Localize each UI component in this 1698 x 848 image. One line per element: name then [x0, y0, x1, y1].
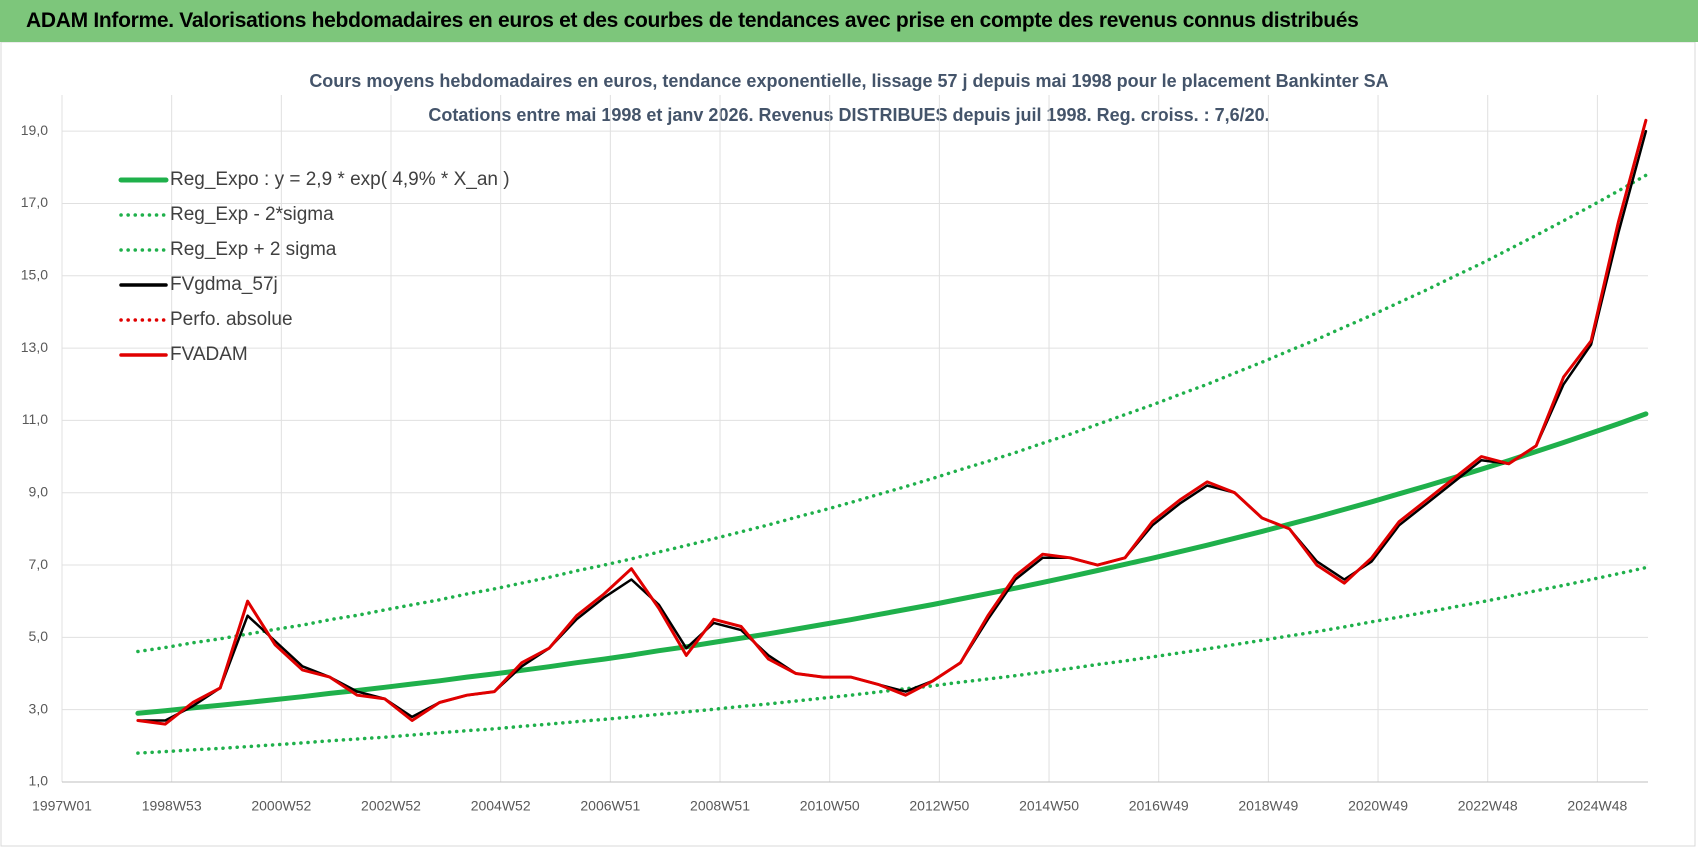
x-tick-label: 2012W50	[909, 798, 969, 814]
y-tick-label: 19,0	[21, 122, 48, 138]
legend-label: FVgdma_57j	[170, 274, 278, 295]
x-tick-label: 2000W52	[251, 798, 311, 814]
y-tick-label: 3,0	[29, 700, 49, 716]
x-tick-label: 2008W51	[690, 798, 750, 814]
legend-label: Reg_Expo : y = 2,9 * exp( 4,9% * X_an )	[170, 169, 510, 190]
y-tick-label: 9,0	[29, 483, 49, 499]
x-tick-label: 2024W48	[1567, 798, 1627, 814]
series-line	[136, 119, 1648, 726]
chart-subtitle: Cotations entre mai 1998 et janv 2026. R…	[428, 105, 1269, 125]
legend-label: Perfo. absolue	[170, 309, 293, 330]
x-tick-label: 2010W50	[800, 798, 860, 814]
x-tick-label: 2018W49	[1238, 798, 1298, 814]
chart-title: Cours moyens hebdomadaires en euros, ten…	[309, 71, 1388, 91]
x-tick-label: 2006W51	[580, 798, 640, 814]
header-bar: ADAM Informe. Valorisations hebdomadaire…	[0, 0, 1698, 42]
legend-label: Reg_Exp - 2*sigma	[170, 204, 334, 225]
chart: Cours moyens hebdomadaires en euros, ten…	[0, 42, 1696, 847]
x-tick-label: 2022W48	[1458, 798, 1518, 814]
y-tick-label: 15,0	[21, 266, 48, 282]
series-line	[136, 173, 1648, 654]
legend-label: Reg_Exp + 2 sigma	[170, 239, 337, 260]
chart-frame	[0, 42, 1696, 847]
y-tick-label: 5,0	[29, 628, 49, 644]
x-tick-label: 2020W49	[1348, 798, 1408, 814]
legend-label: FVADAM	[170, 344, 248, 365]
y-tick-label: 7,0	[29, 556, 49, 572]
x-tick-label: 1997W01	[32, 798, 92, 814]
x-tick-label: 2014W50	[1019, 798, 1079, 814]
x-tick-label: 2004W52	[471, 798, 531, 814]
grid	[61, 95, 1648, 783]
x-tick-label: 2002W52	[361, 798, 421, 814]
series-line	[136, 118, 1648, 726]
x-tick-label: 2016W49	[1129, 798, 1189, 814]
y-tick-label: 1,0	[29, 773, 49, 789]
y-tick-label: 17,0	[21, 194, 48, 210]
y-tick-label: 13,0	[21, 339, 48, 355]
series-line	[136, 565, 1648, 755]
y-tick-label: 11,0	[22, 411, 48, 427]
header-title: ADAM Informe. Valorisations hebdomadaire…	[26, 9, 1359, 32]
x-tick-label: 1998W53	[142, 798, 202, 814]
series-line	[136, 129, 1648, 722]
series-line	[135, 411, 1649, 716]
